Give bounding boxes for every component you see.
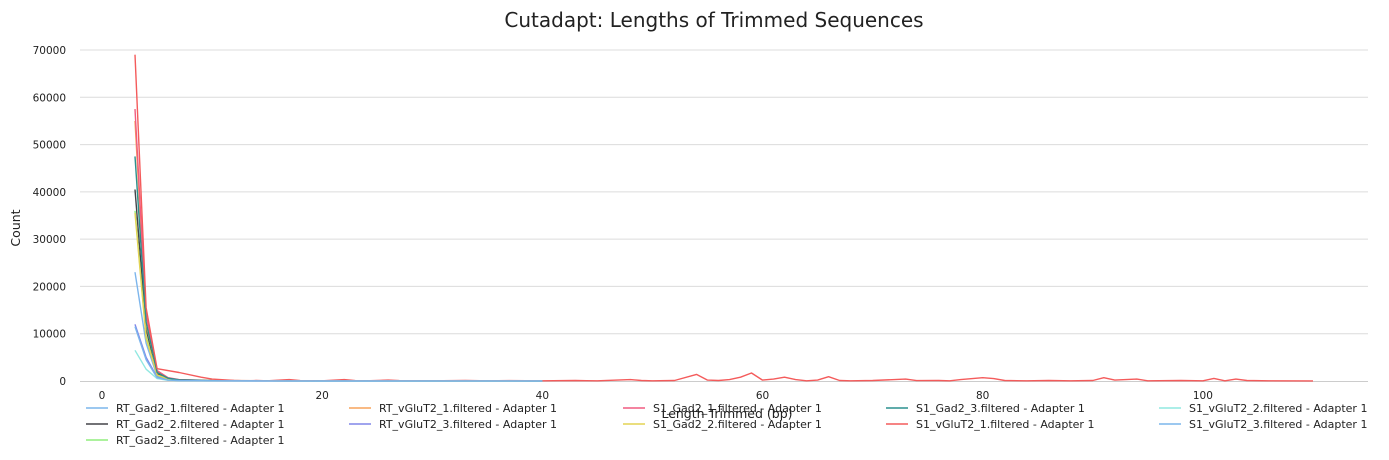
series-line-7[interactable] bbox=[134, 213, 543, 382]
x-tick-label: 80 bbox=[976, 390, 989, 402]
series-line-1[interactable] bbox=[134, 272, 543, 382]
y-tick-label: 70000 bbox=[33, 45, 66, 57]
series-line-8[interactable] bbox=[134, 156, 543, 382]
legend-item[interactable]: RT_vGluT2_1.filtered - Adapter 1 bbox=[349, 402, 557, 415]
y-tick-label: 10000 bbox=[33, 329, 66, 341]
gridlines bbox=[80, 49, 1368, 382]
legend-label: RT_vGluT2_1.filtered - Adapter 1 bbox=[379, 402, 557, 415]
y-tick-label: 40000 bbox=[33, 187, 66, 199]
legend-item[interactable]: S1_vGluT2_1.filtered - Adapter 1 bbox=[886, 418, 1094, 431]
y-tick-label: 60000 bbox=[33, 92, 66, 104]
legend-item[interactable]: RT_Gad2_1.filtered - Adapter 1 bbox=[86, 402, 285, 415]
legend-label: S1_vGluT2_2.filtered - Adapter 1 bbox=[1189, 402, 1367, 415]
y-tick-label: 20000 bbox=[33, 281, 66, 293]
legend-item[interactable]: S1_Gad2_2.filtered - Adapter 1 bbox=[623, 418, 822, 431]
x-axis-ticks: 0 20 40 60 80 100 bbox=[99, 390, 1213, 402]
series-lines bbox=[134, 54, 1314, 382]
series-line-6[interactable] bbox=[134, 109, 543, 382]
chart-title: Cutadapt: Lengths of Trimmed Sequences bbox=[504, 8, 923, 32]
x-tick-label: 60 bbox=[756, 390, 769, 402]
y-axis-label: Count bbox=[8, 209, 23, 246]
legend-label: S1_vGluT2_3.filtered - Adapter 1 bbox=[1189, 418, 1367, 431]
legend[interactable]: RT_Gad2_1.filtered - Adapter 1 RT_Gad2_2.… bbox=[86, 402, 1367, 447]
legend-label: S1_vGluT2_1.filtered - Adapter 1 bbox=[916, 418, 1094, 431]
x-tick-label: 20 bbox=[316, 390, 329, 402]
series-line-9[interactable] bbox=[134, 54, 1314, 382]
x-axis-label: Length Trimmed (bp) bbox=[661, 406, 792, 421]
y-tick-label: 30000 bbox=[33, 234, 66, 246]
series-line-3[interactable] bbox=[134, 210, 543, 382]
legend-item[interactable]: S1_vGluT2_2.filtered - Adapter 1 bbox=[1159, 402, 1367, 415]
series-line-5[interactable] bbox=[134, 324, 543, 382]
legend-label: RT_Gad2_3.filtered - Adapter 1 bbox=[116, 434, 285, 447]
x-tick-label: 100 bbox=[1193, 390, 1213, 402]
legend-label: S1_Gad2_2.filtered - Adapter 1 bbox=[653, 418, 822, 431]
x-tick-label: 0 bbox=[99, 390, 106, 402]
legend-label: RT_Gad2_1.filtered - Adapter 1 bbox=[116, 402, 285, 415]
legend-item[interactable]: RT_vGluT2_3.filtered - Adapter 1 bbox=[349, 418, 557, 431]
legend-item[interactable]: RT_Gad2_3.filtered - Adapter 1 bbox=[86, 434, 285, 447]
legend-label: S1_Gad2_3.filtered - Adapter 1 bbox=[916, 402, 1085, 415]
legend-label: S1_Gad2_1.filtered - Adapter 1 bbox=[653, 402, 822, 415]
x-tick-label: 40 bbox=[536, 390, 549, 402]
legend-item[interactable]: S1_vGluT2_3.filtered - Adapter 1 bbox=[1159, 418, 1367, 431]
legend-item[interactable]: S1_Gad2_3.filtered - Adapter 1 bbox=[886, 402, 1085, 415]
series-line-2[interactable] bbox=[134, 189, 543, 382]
legend-item[interactable]: RT_Gad2_2.filtered - Adapter 1 bbox=[86, 418, 285, 431]
series-line-4[interactable] bbox=[134, 120, 543, 382]
y-axis-ticks: 0 10000 20000 30000 40000 50000 60000 70000 bbox=[33, 45, 66, 388]
legend-item[interactable]: S1_Gad2_1.filtered - Adapter 1 bbox=[623, 402, 822, 415]
y-tick-label: 50000 bbox=[33, 140, 66, 152]
y-tick-label: 0 bbox=[59, 376, 66, 388]
legend-label: RT_Gad2_2.filtered - Adapter 1 bbox=[116, 418, 285, 431]
legend-label: RT_vGluT2_3.filtered - Adapter 1 bbox=[379, 418, 557, 431]
series-line-11[interactable] bbox=[134, 326, 543, 382]
